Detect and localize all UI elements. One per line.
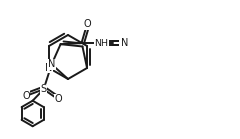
Text: N: N xyxy=(45,63,53,73)
Text: N: N xyxy=(120,38,127,48)
Text: O: O xyxy=(83,19,91,29)
Text: N: N xyxy=(48,59,55,69)
Text: S: S xyxy=(41,84,47,94)
Text: NH: NH xyxy=(94,39,108,48)
Text: O: O xyxy=(54,94,62,104)
Text: O: O xyxy=(22,91,30,101)
Text: N: N xyxy=(121,38,128,48)
